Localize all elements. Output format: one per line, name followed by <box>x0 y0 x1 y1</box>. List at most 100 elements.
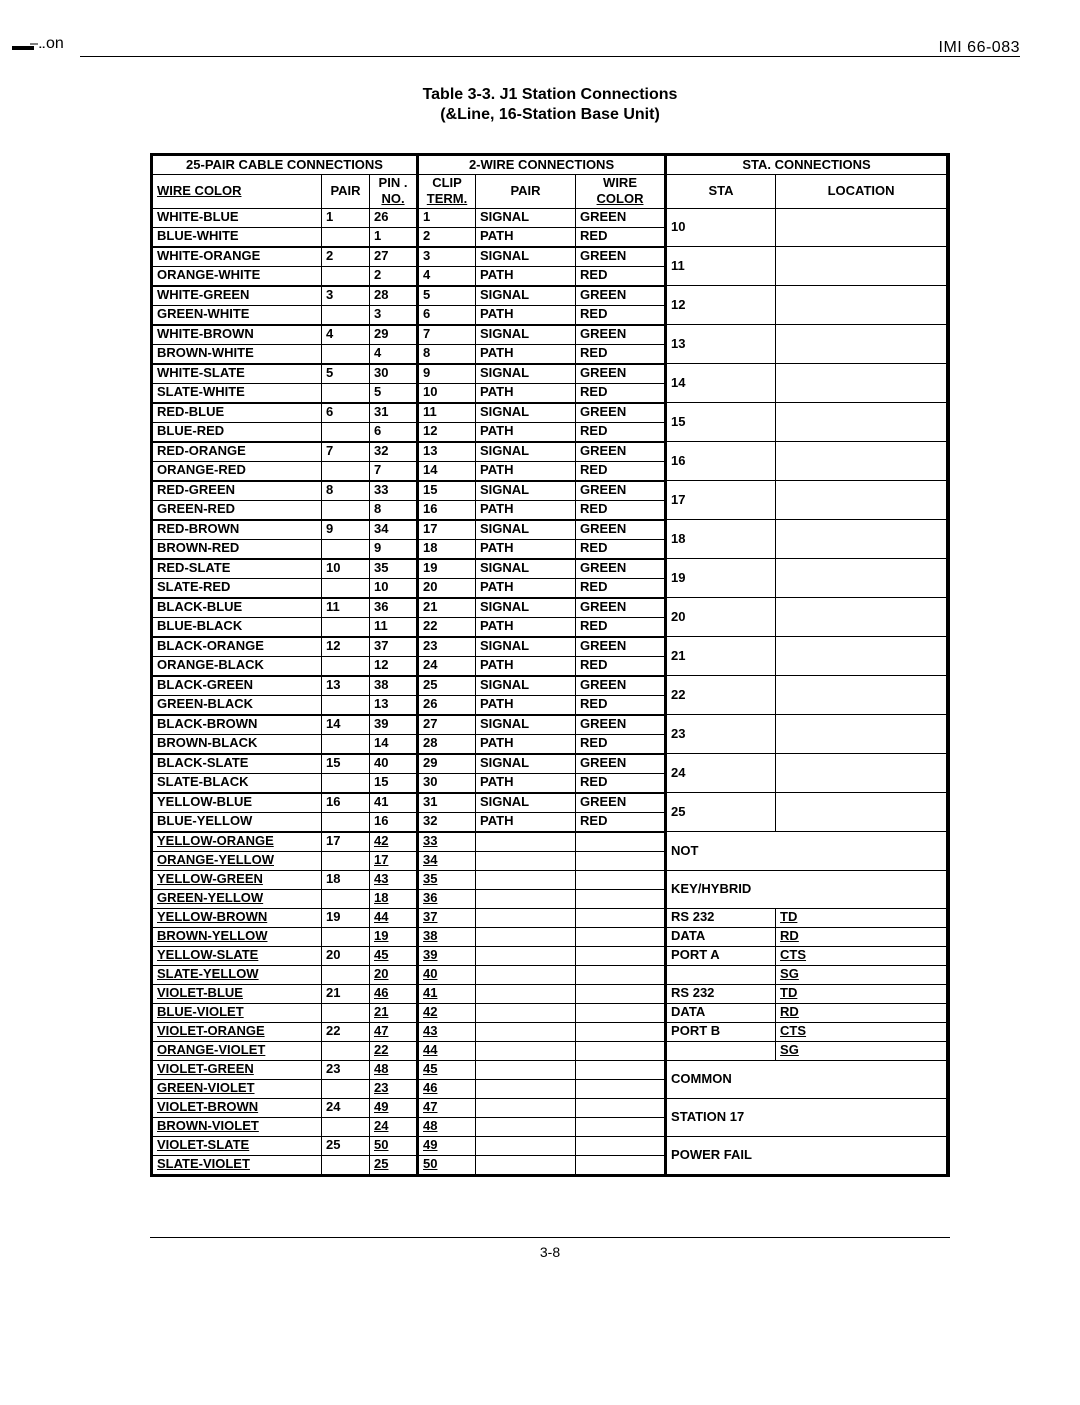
cell-wire: SLATE-RED <box>152 578 322 598</box>
cell-pin: 48 <box>370 1060 418 1079</box>
cell-pair2: SIGNAL <box>476 598 576 618</box>
cell-clip: 2 <box>418 227 476 247</box>
cell-wc <box>576 927 666 946</box>
cell-sta: PORT B <box>666 1022 776 1041</box>
cell-pair: 11 <box>322 598 370 618</box>
cell-pair: 20 <box>322 946 370 965</box>
cell-wc <box>576 1060 666 1079</box>
cell-clip: 40 <box>418 965 476 984</box>
cell-pin: 9 <box>370 539 418 559</box>
cell-clip: 23 <box>418 637 476 657</box>
cell-sta: 15 <box>666 403 776 442</box>
cell-pair2 <box>476 965 576 984</box>
cell-wire: SLATE-VIOLET <box>152 1155 322 1175</box>
cell-sta: RS 232 <box>666 908 776 927</box>
cell-pair: 1 <box>322 208 370 227</box>
cell-pin: 17 <box>370 851 418 870</box>
cell-pair <box>322 305 370 325</box>
cell-sta: 11 <box>666 247 776 286</box>
cell-wire: BROWN-YELLOW <box>152 927 322 946</box>
title-line1: Table 3-3. J1 Station Connections <box>423 86 678 103</box>
cell-wc: RED <box>576 734 666 754</box>
table-row: WHITE-BLUE1261SIGNALGREEN10 <box>152 208 949 227</box>
cell-pin: 47 <box>370 1022 418 1041</box>
cell-clip: 35 <box>418 870 476 889</box>
cell-wire: WHITE-BLUE <box>152 208 322 227</box>
cell-wc <box>576 965 666 984</box>
cell-pair2: PATH <box>476 578 576 598</box>
cell-pin: 7 <box>370 461 418 481</box>
cell-pin: 2 <box>370 266 418 286</box>
cell-pair2 <box>476 908 576 927</box>
cell-pair2: SIGNAL <box>476 754 576 774</box>
cell-wc: GREEN <box>576 442 666 462</box>
cell-pin: 3 <box>370 305 418 325</box>
cell-clip: 27 <box>418 715 476 735</box>
cell-clip: 44 <box>418 1041 476 1060</box>
cell-sta-wide: POWER FAIL <box>666 1136 948 1175</box>
cell-clip: 24 <box>418 656 476 676</box>
cell-wc: RED <box>576 227 666 247</box>
cell-wire: BROWN-RED <box>152 539 322 559</box>
section-header-row: 25-PAIR CABLE CONNECTIONS 2-WIRE CONNECT… <box>152 155 949 175</box>
cell-wc: RED <box>576 422 666 442</box>
cell-wc <box>576 1098 666 1117</box>
cell-pair <box>322 927 370 946</box>
cell-wc: GREEN <box>576 754 666 774</box>
cell-clip: 29 <box>418 754 476 774</box>
cell-pair <box>322 695 370 715</box>
cell-pair2: SIGNAL <box>476 286 576 306</box>
cell-pair: 18 <box>322 870 370 889</box>
cell-pin: 35 <box>370 559 418 579</box>
cell-loc <box>776 520 948 559</box>
cell-wire: ORANGE-BLACK <box>152 656 322 676</box>
cell-pair: 22 <box>322 1022 370 1041</box>
cell-clip: 17 <box>418 520 476 540</box>
cell-wc <box>576 1079 666 1098</box>
cell-pair <box>322 227 370 247</box>
cell-wc: RED <box>576 266 666 286</box>
table-row: BROWN-YELLOW1938DATARD <box>152 927 949 946</box>
cell-wc <box>576 908 666 927</box>
cell-loc: SG <box>776 965 948 984</box>
table-row: BLACK-GREEN133825SIGNALGREEN22 <box>152 676 949 696</box>
cell-wire: WHITE-GREEN <box>152 286 322 306</box>
cell-pair2 <box>476 1003 576 1022</box>
cell-wc: GREEN <box>576 520 666 540</box>
cell-pair2 <box>476 1136 576 1155</box>
cell-wire: YELLOW-ORANGE <box>152 832 322 852</box>
cell-pin: 12 <box>370 656 418 676</box>
cell-loc: CTS <box>776 1022 948 1041</box>
cell-clip: 20 <box>418 578 476 598</box>
cell-wire: BLUE-YELLOW <box>152 812 322 832</box>
cell-pair2: SIGNAL <box>476 247 576 267</box>
table-row: VIOLET-BLUE214641RS 232TD <box>152 984 949 1003</box>
cell-sta: 25 <box>666 793 776 832</box>
table-row: BLACK-BLUE113621SIGNALGREEN20 <box>152 598 949 618</box>
table-row: RED-BROWN93417SIGNALGREEN18 <box>152 520 949 540</box>
cell-wc: GREEN <box>576 715 666 735</box>
cell-wc <box>576 889 666 908</box>
cell-pair: 21 <box>322 984 370 1003</box>
cell-clip: 38 <box>418 927 476 946</box>
cell-pin: 16 <box>370 812 418 832</box>
cell-pair2 <box>476 1079 576 1098</box>
cell-loc: TD <box>776 908 948 927</box>
cell-clip: 37 <box>418 908 476 927</box>
cell-wc: RED <box>576 773 666 793</box>
cell-sta: PORT A <box>666 946 776 965</box>
col-location: LOCATION <box>776 175 948 209</box>
cell-clip: 43 <box>418 1022 476 1041</box>
cell-sta: 13 <box>666 325 776 364</box>
cell-sta: DATA <box>666 1003 776 1022</box>
cell-loc <box>776 676 948 715</box>
cell-loc <box>776 325 948 364</box>
table-row: YELLOW-SLATE204539PORT ACTS <box>152 946 949 965</box>
cell-wc <box>576 1136 666 1155</box>
cell-wire: YELLOW-SLATE <box>152 946 322 965</box>
cell-pair: 7 <box>322 442 370 462</box>
cell-pin: 40 <box>370 754 418 774</box>
cell-pair2: SIGNAL <box>476 481 576 501</box>
cell-pin: 36 <box>370 598 418 618</box>
cell-clip: 39 <box>418 946 476 965</box>
